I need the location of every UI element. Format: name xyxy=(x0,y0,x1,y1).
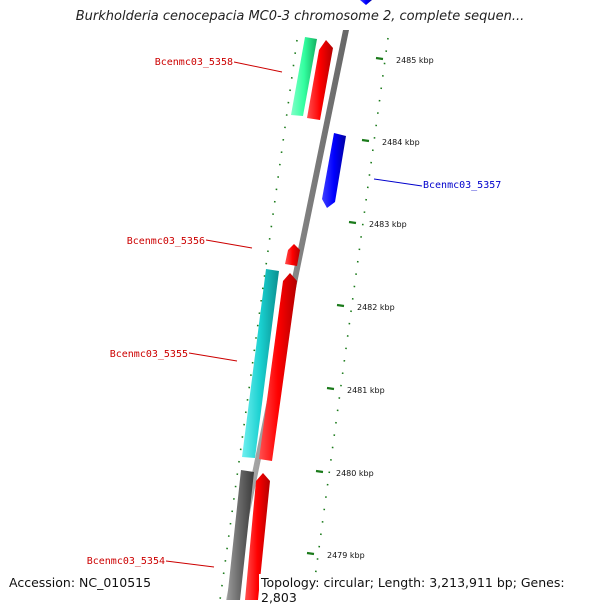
tick-label-2483: 2483 kbp xyxy=(369,220,407,229)
gene-5355-cds-arrow[interactable] xyxy=(259,273,297,461)
gene-5357-cds-arrow[interactable] xyxy=(322,133,346,208)
gene-5354-partner-feature[interactable] xyxy=(227,470,254,600)
gene-5356[interactable]: Bcenmc03_5356 xyxy=(127,236,300,266)
tick-mark-2485 xyxy=(375,56,384,61)
tick-label-2480: 2480 kbp xyxy=(336,469,374,478)
gene-5355-partner-feature[interactable] xyxy=(242,269,279,458)
gene-5357-leader xyxy=(373,178,423,187)
kbp-ticks: 2485 kbp 2484 kbp 2483 kbp 2482 kbp 2481 kbp… xyxy=(306,56,434,560)
tick-label-2482: 2482 kbp xyxy=(357,303,395,312)
gene-5354-label[interactable]: Bcenmc03_5354 xyxy=(87,556,165,567)
tick-mark-2483 xyxy=(348,220,357,225)
tick-label-2484: 2484 kbp xyxy=(382,138,420,147)
tick-label-2485: 2485 kbp xyxy=(396,56,434,65)
gene-5358-label[interactable]: Bcenmc03_5358 xyxy=(155,57,233,68)
gene-5357-top-fragment[interactable] xyxy=(360,0,372,5)
accession-text: Accession: NC_010515 xyxy=(7,574,154,591)
gene-5355-leader xyxy=(188,352,238,362)
gene-5355-label[interactable]: Bcenmc03_5355 xyxy=(110,349,188,360)
tick-label-2481: 2481 kbp xyxy=(347,386,385,395)
tick-mark-2481 xyxy=(326,386,335,391)
gene-5358[interactable]: Bcenmc03_5358 xyxy=(155,37,333,120)
gene-5356-label[interactable]: Bcenmc03_5356 xyxy=(127,236,205,247)
gene-5355[interactable]: Bcenmc03_5355 xyxy=(110,269,297,461)
tick-mark-2484 xyxy=(361,138,370,143)
gene-5357-label[interactable]: Bcenmc03_5357 xyxy=(423,180,501,191)
tick-mark-2480 xyxy=(315,469,324,474)
gene-5354[interactable]: Bcenmc03_5354 xyxy=(87,470,270,600)
tick-label-2479: 2479 kbp xyxy=(327,551,365,560)
gene-5358-leader xyxy=(233,61,283,73)
tick-mark-2479 xyxy=(306,551,315,556)
gene-5356-cds-arrow[interactable] xyxy=(285,244,300,266)
map-title: Burkholderia cenocepacia MC0-3 chromosom… xyxy=(75,9,525,24)
gene-5354-leader xyxy=(165,560,215,568)
gene-5354-cds-arrow[interactable] xyxy=(245,473,270,600)
gene-5357[interactable]: Bcenmc03_5357 xyxy=(322,0,501,208)
gene-5356-leader xyxy=(205,239,253,249)
gene-5358-partner-feature[interactable] xyxy=(291,37,317,116)
tick-mark-2482 xyxy=(336,303,345,308)
topology-text: Topology: circular; Length: 3,213,911 bp… xyxy=(259,574,600,606)
tick-ruler-outer xyxy=(311,37,389,600)
gene-5358-cds-arrow[interactable] xyxy=(307,40,333,120)
